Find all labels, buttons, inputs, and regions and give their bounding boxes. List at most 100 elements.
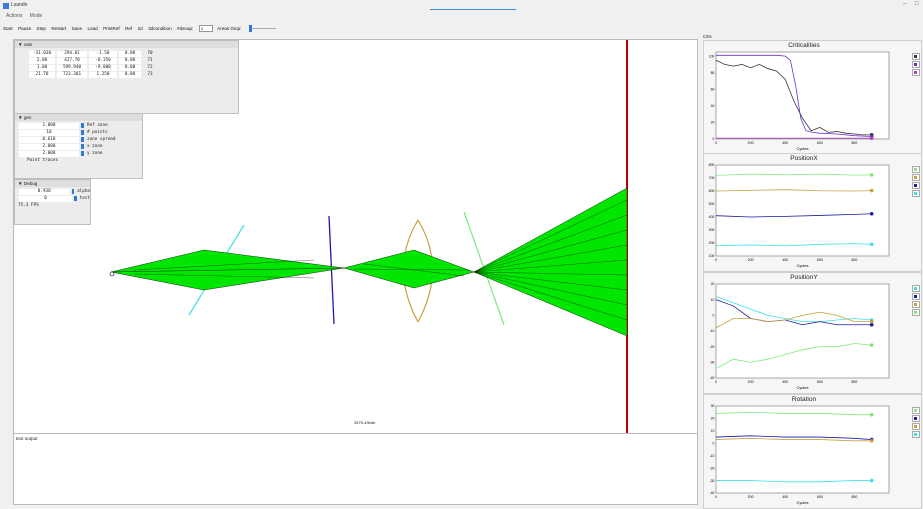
- vals-cell[interactable]: 0.00: [119, 57, 141, 64]
- gen-panel-title[interactable]: ▼ gen: [15, 114, 142, 121]
- vals-cell[interactable]: -1.50: [89, 50, 117, 57]
- legend-checkbox[interactable]: [912, 190, 920, 197]
- ref-button[interactable]: Ref: [125, 25, 133, 31]
- simulation-canvas[interactable]: 3575-49bdb ▼ vals -31.030 294.01 -1.50 0.00…: [13, 39, 698, 434]
- param-value-field[interactable]: 0: [19, 195, 72, 202]
- series-line: [715, 437, 872, 442]
- vals-row: 21.70 723.301 1.250 0.00 73: [29, 71, 238, 78]
- legend-checkbox[interactable]: [912, 53, 920, 60]
- progress-indicator: [430, 9, 516, 10]
- legend-checkbox[interactable]: [912, 431, 920, 438]
- legend-checkbox[interactable]: [912, 407, 920, 414]
- vals-cell[interactable]: 427.70: [57, 57, 87, 64]
- vals-panel-title[interactable]: ▼ vals: [15, 41, 238, 48]
- legend-swatch: [914, 433, 917, 436]
- vals-cell[interactable]: 599.940: [57, 64, 87, 71]
- series-line: [715, 296, 872, 322]
- toolbar: Start Pause Step Restart Save Load Print…: [0, 25, 693, 36]
- maximize-icon[interactable]: □: [915, 1, 919, 7]
- series-line: [716, 480, 872, 483]
- legend-checkbox[interactable]: [912, 293, 920, 300]
- vals-cell[interactable]: 21.70: [29, 71, 55, 78]
- restart-button[interactable]: Restart: [51, 25, 67, 31]
- legend-checkbox[interactable]: [912, 182, 920, 189]
- y-tick-label: -30: [709, 361, 714, 365]
- legend-checkbox[interactable]: [912, 285, 920, 292]
- param-value-field[interactable]: 2.000: [19, 150, 79, 157]
- y-tick-label: 100: [709, 254, 715, 258]
- point-traces-row[interactable]: Point traces: [15, 157, 142, 164]
- param-label: zone spread: [87, 137, 116, 142]
- vals-cell[interactable]: 0.00: [119, 50, 141, 57]
- start-button[interactable]: Start: [3, 25, 13, 31]
- source-point: [109, 271, 115, 277]
- y-tick-label: -30: [709, 479, 714, 483]
- legend-checkbox[interactable]: [912, 166, 920, 173]
- text-output[interactable]: text output: [13, 433, 698, 505]
- y-tick-label: 0: [713, 314, 715, 318]
- legend-swatch: [914, 409, 917, 412]
- vals-cell[interactable]: 0.00: [119, 71, 141, 78]
- areas-slider-handle[interactable]: [248, 25, 252, 32]
- vals-cell[interactable]: 723.301: [57, 71, 87, 78]
- vals-cell[interactable]: 0.00: [119, 64, 141, 71]
- legend-checkbox[interactable]: [912, 415, 920, 422]
- menu-actions[interactable]: Actions: [6, 13, 23, 19]
- y-tick-label: -10: [709, 329, 714, 333]
- pause-button[interactable]: Pause: [18, 25, 32, 31]
- vals-cell[interactable]: -31.030: [29, 50, 55, 57]
- vals-cell[interactable]: -0.350: [89, 57, 117, 64]
- 3dcondition-button[interactable]: 3dcondition: [148, 25, 172, 31]
- param-slider-icon[interactable]: [81, 151, 84, 156]
- param-value-field[interactable]: 2.000: [19, 143, 79, 150]
- legend-swatch: [914, 192, 917, 195]
- param-slider-icon[interactable]: [81, 144, 84, 149]
- debug-panel-title[interactable]: ▼ Debug: [15, 180, 90, 187]
- save-button[interactable]: Save: [71, 25, 83, 31]
- series-end-point: [869, 211, 874, 216]
- vals-cell: 73: [147, 71, 153, 77]
- canvas-center-label: 3575-49bdb: [354, 420, 376, 425]
- areas-slider-track[interactable]: [251, 28, 276, 29]
- param-label: alpha: [77, 189, 90, 194]
- load-button[interactable]: Load: [87, 25, 98, 31]
- printref-button[interactable]: PrintRef: [103, 25, 120, 31]
- param-value-field[interactable]: 0.610: [19, 136, 79, 143]
- param-slider-icon[interactable]: [81, 130, 84, 135]
- menu-mode[interactable]: Mode: [29, 13, 43, 19]
- x-tick-label: 0: [715, 141, 717, 145]
- param-label: Ref zone: [87, 123, 108, 128]
- vals-cell[interactable]: -9.000: [89, 64, 117, 71]
- legend-checkbox[interactable]: [912, 309, 920, 316]
- param-slider-icon[interactable]: [71, 189, 75, 194]
- aplocap-spinbox[interactable]: 3: [198, 25, 213, 32]
- param-slider-icon[interactable]: [81, 123, 84, 128]
- legend-checkbox[interactable]: [912, 61, 920, 68]
- legend-checkbox[interactable]: [912, 174, 920, 181]
- vals-cell[interactable]: 294.01: [57, 50, 87, 57]
- vals-cell[interactable]: 1.250: [89, 71, 117, 78]
- series-end-point: [869, 439, 874, 443]
- vals-cell[interactable]: 1.00: [29, 64, 55, 71]
- param-slider-icon[interactable]: [73, 196, 77, 201]
- legend-checkbox[interactable]: [912, 423, 920, 430]
- y-tick-label: -40: [709, 491, 714, 495]
- minimize-icon[interactable]: –: [903, 1, 907, 7]
- param-value-field[interactable]: 1.000: [19, 122, 79, 129]
- param-slider-icon[interactable]: [81, 137, 84, 142]
- y-tick-label: -10: [709, 454, 714, 458]
- y-tick-label: 600: [709, 189, 715, 193]
- y-tick-label: 100: [709, 54, 715, 58]
- legend-checkbox[interactable]: [912, 69, 920, 76]
- 2d-button[interactable]: 2d: [137, 25, 143, 31]
- vals-cell[interactable]: 2.00: [29, 57, 55, 64]
- chart-panel: 0 200 400 600 800 0 20 40 60 80 100 Cycles Criticali…: [703, 40, 922, 155]
- param-value-field[interactable]: 0.930: [19, 188, 70, 195]
- legend-checkbox[interactable]: [912, 301, 920, 308]
- series-end-point: [869, 136, 874, 140]
- legend-swatch: [914, 176, 917, 179]
- x-tick-label: 200: [748, 380, 754, 384]
- series-line: [715, 435, 872, 440]
- param-value-field[interactable]: 10: [19, 129, 79, 136]
- step-button[interactable]: Step: [36, 25, 46, 31]
